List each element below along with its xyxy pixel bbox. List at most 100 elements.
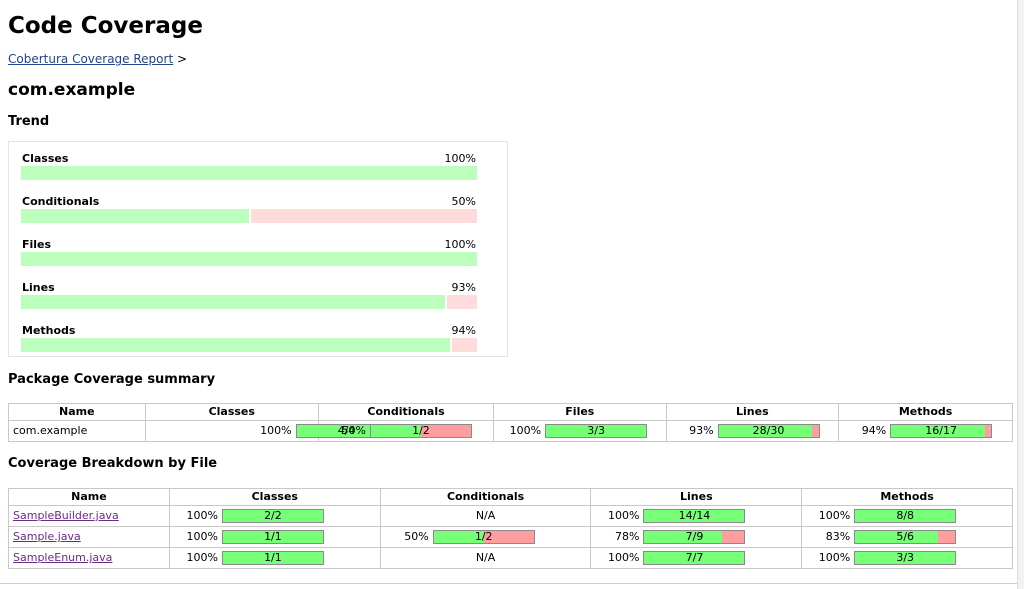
coverage-ratio: 4/4 [337,424,356,437]
methods-cell: 100% 8/8 [801,505,1013,527]
table-row: com.example 100% 4/4 50% 1/2 100% 3/3 93% 28… [8,420,1013,442]
coverage-bar: 1/2 [369,424,472,438]
coverage-bar: 3/3 [545,424,648,438]
trend-row-lines: Lines 93% [21,281,477,321]
coverage-ratio: 2/2 [264,509,282,522]
column-header: Name [8,488,170,506]
classes-cell: 100% 2/2 [168,505,381,527]
breadcrumb: Cobertura Coverage Report > [8,51,187,67]
metric: 100% 3/3 [494,421,665,441]
coverage-percent: 83% [825,530,851,543]
file-link[interactable]: SampleBuilder.java [13,509,119,522]
coverage-ratio: 3/3 [587,424,605,437]
table-header-row: Name Classes Conditionals Lines Methods [8,488,1013,506]
trend-row-conditionals: Conditionals 50% [21,195,477,235]
table-row: SampleEnum.java 100% 1/1 N/A 100% 7/7 100%… [8,547,1013,569]
coverage-bar-covered [855,510,956,522]
file-name-cell: SampleEnum.java [8,547,170,569]
metric: 100% 8/8 [802,506,1012,526]
coverage-bar: 16/17 [890,424,993,438]
metric: 83% 5/6 [802,527,1012,547]
coverage-bar: 28/30 [717,424,820,438]
breadcrumb-report-link[interactable]: Cobertura Coverage Report [8,52,174,66]
vertical-scrollbar[interactable] [1017,0,1024,589]
coverage-percent: 100% [509,424,542,437]
coverage-percent: 94% [861,424,887,437]
coverage-bar-covered [644,531,723,543]
coverage-bar: 1/1 [221,551,324,565]
trend-percent: 93% [451,281,476,294]
trend-bar [21,166,477,180]
coverage-percent: 100% [818,551,851,564]
trend-bar-covered [21,166,477,180]
coverage-ratio: 8/8 [896,509,915,522]
coverage-ratio: 3/3 [896,551,915,564]
coverage-bar: 2/2 [221,509,324,523]
classes-cell: 100% 1/1 [168,526,381,548]
coverage-percent: 100% [260,424,292,437]
metric: 50% 1/2 [319,421,493,441]
metric: 100% 4/4 [146,421,398,441]
footer-divider [0,583,1024,584]
coverage-bar: 5/6 [854,530,957,544]
column-header: Lines [590,488,803,506]
coverage-bar-covered [644,552,745,564]
trend-bar-missed [251,209,477,223]
trend-panel: Classes 100% Conditionals 50% Files 100% [8,141,508,357]
trend-row-classes: Classes 100% [21,152,477,192]
table-header-row: Name Classes Conditionals Files Lines Me… [8,403,1013,421]
coverage-ratio: 16/17 [925,424,957,437]
file-breakdown-table: Name Classes Conditionals Lines Methods … [8,488,1013,569]
trend-label: Classes [22,152,69,165]
coverage-ratio: 7/7 [685,551,704,564]
coverage-percent: 50% [341,424,366,437]
trend-label: Conditionals [22,195,100,208]
coverage-percent: 100% [608,551,640,564]
lines-cell: 100% 7/7 [590,547,803,569]
coverage-bar-covered [222,552,323,564]
coverage-bar-covered [222,531,323,543]
column-header: Conditionals [317,403,495,421]
conditionals-cell: 50% 1/2 [317,420,495,442]
trend-bar-covered [21,295,446,309]
file-name-cell: SampleBuilder.java [8,505,170,527]
coverage-ratio: 14/14 [678,509,711,522]
trend-bar-missed [447,295,477,309]
files-cell: 100% 3/3 [493,420,667,442]
coverage-percent: 50% [404,530,429,543]
trend-bar-missed [451,338,477,352]
methods-cell: 83% 5/6 [801,526,1013,548]
column-header: Lines [665,403,840,421]
lines-cell: 93% 28/30 [665,420,840,442]
trend-bar-covered [21,338,450,352]
lines-cell: 100% 14/14 [590,505,803,527]
coverage-percent: 100% [818,509,851,522]
coverage-ratio: 28/30 [752,424,785,437]
trend-bar [21,338,477,352]
coverage-bar-covered [891,425,986,437]
metric: 100% 1/1 [170,548,380,568]
coverage-bar-covered [433,531,484,543]
coverage-bar-covered [718,425,812,437]
coverage-bar-covered [370,425,421,437]
column-header: Classes [168,488,381,506]
file-link[interactable]: Sample.java [13,530,81,543]
file-link[interactable]: SampleEnum.java [13,551,113,564]
package-name-cell: com.example [8,420,146,442]
file-breakdown-heading: Coverage Breakdown by File [8,456,218,471]
coverage-ratio: 1/1 [264,551,282,564]
trend-row-files: Files 100% [21,238,477,278]
coverage-ratio: 1/1 [264,530,282,543]
column-header: Classes [144,403,319,421]
metric: 78% 7/9 [591,527,801,547]
coverage-percent: 78% [615,530,640,543]
coverage-bar: 7/9 [643,530,746,544]
coverage-bar: 14/14 [643,509,746,523]
package-title: com.example [8,80,136,100]
metric: 94% 16/17 [839,421,1012,441]
coverage-ratio: 5/6 [896,530,915,543]
methods-cell: 94% 16/17 [838,420,1013,442]
metric: 100% 3/3 [802,548,1012,568]
coverage-bar-covered [222,510,323,522]
conditionals-cell: N/A [379,505,592,527]
